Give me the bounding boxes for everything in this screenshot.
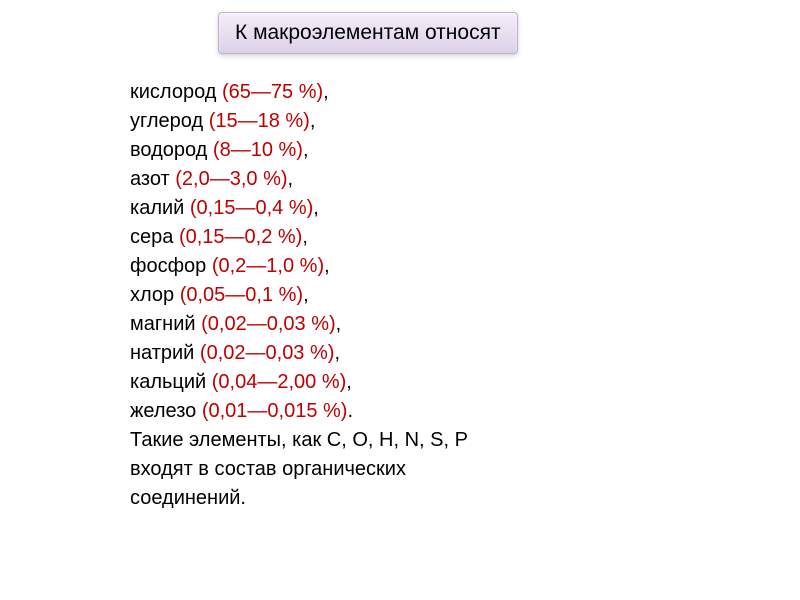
element-suffix: ,	[323, 81, 329, 103]
element-value: (0,15—0,2 %)	[179, 226, 302, 248]
element-suffix: ,	[288, 168, 294, 190]
element-row: калий (0,15—0,4 %),	[130, 194, 468, 223]
element-row: кальций (0,04—2,00 %),	[130, 368, 468, 397]
footer-line: соединений.	[130, 484, 468, 513]
element-name: углерод	[130, 110, 209, 132]
element-name: хлор	[130, 284, 180, 306]
element-value: (15—18 %)	[209, 110, 310, 132]
element-suffix: ,	[346, 371, 352, 393]
element-value: (65—75 %)	[222, 81, 323, 103]
element-name: натрий	[130, 342, 200, 364]
element-suffix: ,	[302, 226, 308, 248]
element-row: фосфор (0,2—1,0 %),	[130, 252, 468, 281]
element-row: углерод (15—18 %),	[130, 107, 468, 136]
element-name: азот	[130, 168, 175, 190]
element-name: фосфор	[130, 255, 212, 277]
element-row: водород (8—10 %),	[130, 136, 468, 165]
footer-line: входят в состав органических	[130, 455, 468, 484]
element-suffix: .	[347, 400, 353, 422]
element-value: (2,0—3,0 %)	[175, 168, 287, 190]
header-title: К макроэлементам относят	[218, 12, 518, 54]
element-suffix: ,	[334, 342, 340, 364]
element-value: (0,15—0,4 %)	[190, 197, 313, 219]
element-value: (8—10 %)	[213, 139, 303, 161]
element-suffix: ,	[310, 110, 316, 132]
element-value: (0,05—0,1 %)	[180, 284, 303, 306]
element-row: азот (2,0—3,0 %),	[130, 165, 468, 194]
element-row: кислород (65—75 %),	[130, 78, 468, 107]
element-value: (0,2—1,0 %)	[212, 255, 324, 277]
element-name: железо	[130, 400, 202, 422]
element-name: водород	[130, 139, 213, 161]
element-name: кальций	[130, 371, 212, 393]
element-row: магний (0,02—0,03 %),	[130, 310, 468, 339]
element-name: калий	[130, 197, 190, 219]
element-name: кислород	[130, 81, 222, 103]
element-value: (0,04—2,00 %)	[212, 371, 347, 393]
element-suffix: ,	[313, 197, 319, 219]
element-name: магний	[130, 313, 201, 335]
content-region: кислород (65—75 %), углерод (15—18 %), в…	[130, 78, 468, 513]
element-name: сера	[130, 226, 179, 248]
element-value: (0,01—0,015 %)	[202, 400, 348, 422]
element-row: железо (0,01—0,015 %).	[130, 397, 468, 426]
element-value: (0,02—0,03 %)	[201, 313, 336, 335]
footer-line: Такие элементы, как C, O, H, N, S, P	[130, 426, 468, 455]
element-suffix: ,	[303, 284, 309, 306]
element-value: (0,02—0,03 %)	[200, 342, 335, 364]
element-row: сера (0,15—0,2 %),	[130, 223, 468, 252]
element-suffix: ,	[336, 313, 342, 335]
element-suffix: ,	[303, 139, 309, 161]
element-row: хлор (0,05—0,1 %),	[130, 281, 468, 310]
element-suffix: ,	[324, 255, 330, 277]
element-row: натрий (0,02—0,03 %),	[130, 339, 468, 368]
